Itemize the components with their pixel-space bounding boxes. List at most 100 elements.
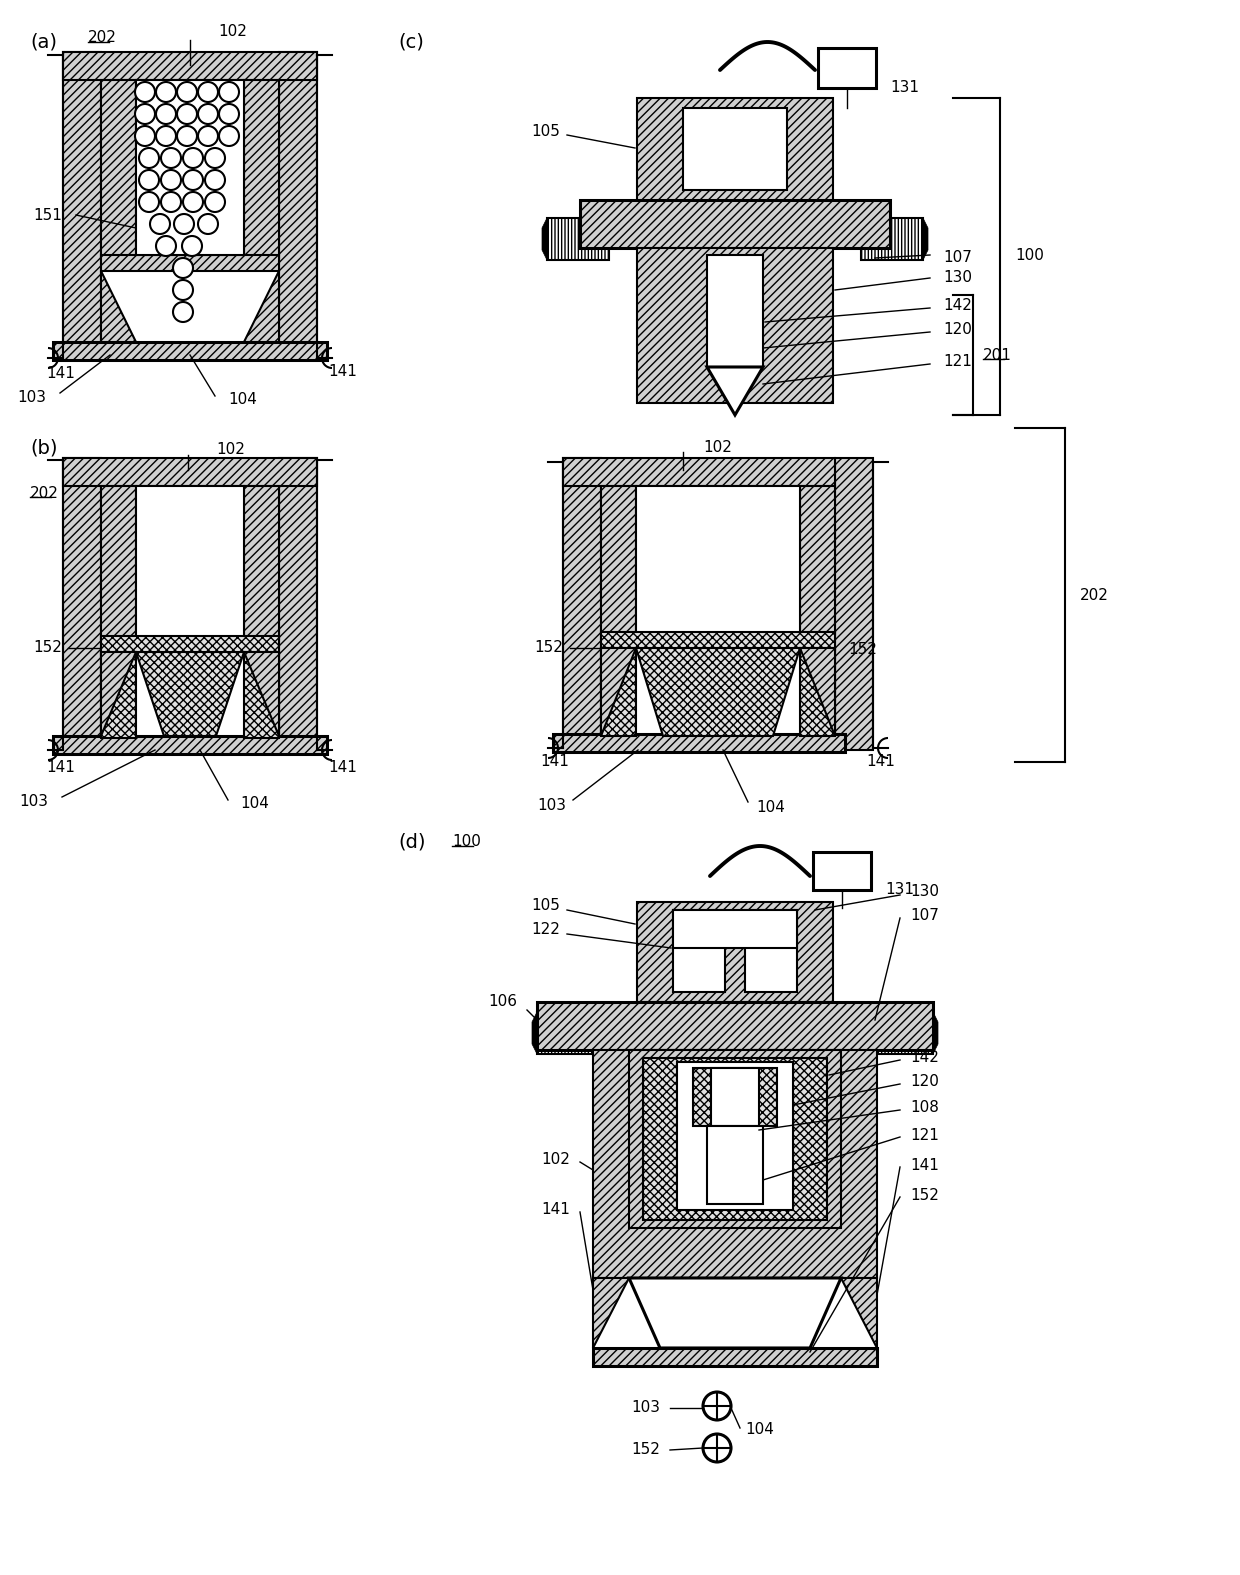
Text: 201: 201 [983,348,1012,362]
Bar [580,200,890,247]
Bar [100,255,279,271]
Bar [537,1013,599,1054]
Text: 104: 104 [756,800,785,816]
Text: 152: 152 [534,641,563,655]
Circle shape [184,192,203,213]
Text: 105: 105 [531,124,560,140]
Circle shape [161,148,181,169]
Text: 120: 120 [910,1074,939,1090]
Text: 104: 104 [745,1422,774,1438]
Circle shape [174,280,193,299]
Circle shape [219,104,239,124]
Text: 151: 151 [33,208,62,222]
Bar [547,217,609,260]
Text: 142: 142 [910,1051,939,1066]
Bar [63,52,317,80]
Text: 152: 152 [910,1188,939,1202]
Text: 130: 130 [910,885,939,899]
Text: 152: 152 [848,643,877,657]
Bar [593,1051,877,1277]
Bar [244,487,279,639]
Text: 202: 202 [30,485,58,501]
Bar [100,487,136,639]
Polygon shape [542,217,547,260]
Bar [813,852,870,890]
Bar [707,255,763,367]
Text: 103: 103 [17,391,46,405]
Circle shape [156,104,176,124]
Text: 106: 106 [489,994,517,1010]
Text: (a): (a) [30,33,57,52]
Text: 141: 141 [539,754,569,770]
Circle shape [198,214,218,235]
Circle shape [177,104,197,124]
Text: 102: 102 [541,1153,570,1167]
Bar [693,1068,777,1126]
Bar [279,458,317,751]
Polygon shape [244,271,279,342]
Circle shape [198,104,218,124]
Bar [63,52,100,361]
Text: 202: 202 [1080,587,1109,603]
Polygon shape [707,367,763,414]
Text: 100: 100 [453,835,481,849]
Text: 103: 103 [631,1400,660,1416]
Text: 120: 120 [942,323,972,337]
Circle shape [161,170,181,191]
Polygon shape [636,647,800,736]
Circle shape [174,258,193,279]
Polygon shape [593,1277,629,1348]
Text: 122: 122 [531,923,560,937]
Circle shape [205,170,224,191]
Bar [637,247,833,403]
Text: 104: 104 [228,392,257,408]
Text: 121: 121 [910,1128,939,1142]
Bar [629,1051,841,1228]
Circle shape [135,82,155,102]
Bar [136,80,244,255]
Bar [818,47,875,88]
Polygon shape [100,652,136,736]
Bar [677,1062,794,1210]
Circle shape [139,192,159,213]
Circle shape [182,236,202,257]
Text: 141: 141 [329,761,357,775]
Bar [637,902,833,1002]
Text: 141: 141 [541,1202,570,1217]
Text: 104: 104 [241,797,269,811]
Bar [601,487,636,635]
Text: 141: 141 [46,761,74,775]
Circle shape [205,192,224,213]
Text: 131: 131 [885,882,914,898]
Bar [100,652,136,739]
Circle shape [139,148,159,169]
Text: 103: 103 [19,794,48,810]
Bar [100,80,136,258]
Bar [244,80,279,258]
Bar [593,1348,877,1366]
Circle shape [156,82,176,102]
Bar [861,217,923,260]
Text: 141: 141 [329,364,357,380]
Bar [553,734,844,751]
Bar [636,487,800,635]
Text: 100: 100 [1016,249,1044,263]
Bar [563,458,835,487]
Bar [644,1058,827,1221]
Circle shape [161,192,181,213]
Text: 202: 202 [88,30,117,46]
Circle shape [150,214,170,235]
Bar [537,1002,932,1051]
Bar [63,458,317,487]
Circle shape [156,236,176,257]
Polygon shape [629,1277,841,1348]
Text: 142: 142 [942,298,972,312]
Text: 102: 102 [703,441,732,455]
Bar [673,910,797,948]
Circle shape [177,126,197,146]
Circle shape [219,126,239,146]
Text: 102: 102 [218,25,247,39]
Polygon shape [923,217,928,260]
Circle shape [703,1392,732,1421]
Circle shape [198,82,218,102]
